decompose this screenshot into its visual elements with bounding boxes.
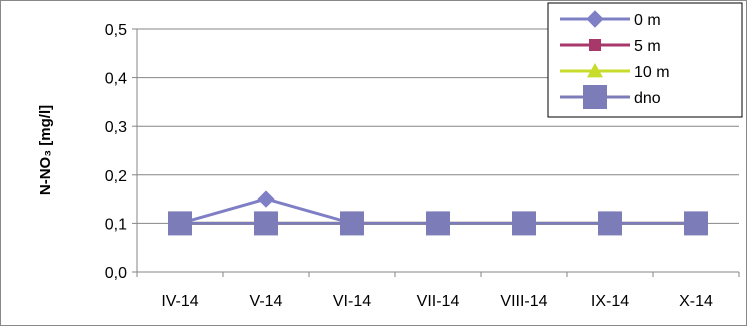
y-tick-label: 0,4 [105,71,127,88]
series-layer [168,190,708,236]
data-point [340,211,364,236]
legend-label: 10 m [634,64,670,81]
legend-label: 5 m [634,38,661,55]
x-tick-label: VI-14 [333,293,371,310]
data-point [426,211,450,236]
data-point [684,211,708,236]
x-tick-label: X-14 [679,293,713,310]
legend-entry: 10 m [560,63,670,81]
x-tick-label: IV-14 [161,293,198,310]
legend-entry: dno [560,85,661,109]
legend-label: 0 m [634,12,661,29]
y-tick-label: 0,2 [105,168,127,185]
data-point [512,211,536,236]
x-tick-label: VII-14 [417,293,460,310]
x-tick-label: V-14 [250,293,283,310]
x-tick-label: IX-14 [591,293,629,310]
legend-marker [589,39,601,51]
legend-marker [583,85,607,109]
data-point [598,211,622,236]
y-tick-label: 0,1 [105,216,127,233]
y-tick-label: 0,3 [105,119,127,136]
x-axis-ticks: IV-14 V-14 VI-14 VII-14 VIII-14 IX-14 X-14 [136,272,740,310]
y-tick-label: 0,5 [105,22,127,39]
legend-marker [586,10,604,28]
legend-entry: 5 m [560,38,661,55]
y-axis-title: N-NO₃ [mg/l] [37,105,54,195]
legend: 0 m 5 m 10 m dno [547,2,743,118]
data-point [257,190,275,208]
legend-entry: 0 m [560,10,661,29]
y-axis-ticks: 0,0 0,1 0,2 0,3 0,4 0,5 [105,22,137,282]
x-tick-label: VIII-14 [500,293,547,310]
legend-label: dno [634,90,661,107]
data-point [254,211,278,236]
y-tick-label: 0,0 [105,265,127,282]
data-point [168,211,192,236]
series-3 [168,211,708,236]
legend-marker [587,63,603,78]
